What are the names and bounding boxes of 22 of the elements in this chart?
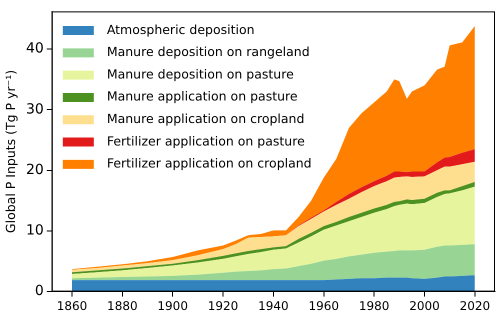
x-tick-label: 1940 (258, 298, 289, 313)
x-tick-label: 1880 (107, 298, 138, 313)
legend-label: Fertilizer application on pasture (106, 133, 306, 148)
y-axis-title: Global P Inputs (Tg P yr⁻¹) (2, 70, 18, 234)
x-tick-label: 1980 (358, 298, 390, 313)
legend-label: Manure deposition on rangeland (106, 44, 310, 60)
legend-label: Manure application on cropland (106, 111, 304, 126)
legend-label: Manure application on pasture (106, 88, 298, 104)
x-tick-label: 2000 (409, 298, 440, 313)
y-tick-label: 40 (26, 40, 44, 57)
legend-label: Manure deposition on pasture (106, 66, 294, 82)
legend-label: Fertilizer application on cropland (106, 156, 312, 171)
x-tick-label: 1960 (308, 298, 340, 313)
x-tick-label: 1860 (56, 298, 88, 313)
x-tick-label: 2020 (460, 298, 490, 313)
y-tick-label: 0 (34, 283, 44, 300)
y-tick-label: 30 (26, 101, 44, 118)
x-tick-label: 1920 (208, 298, 238, 313)
x-tick-label: 1900 (157, 298, 188, 313)
y-tick-label: 20 (26, 162, 44, 178)
legend-label: Atmospheric deposition (106, 22, 255, 37)
y-tick-label: 10 (26, 222, 44, 239)
